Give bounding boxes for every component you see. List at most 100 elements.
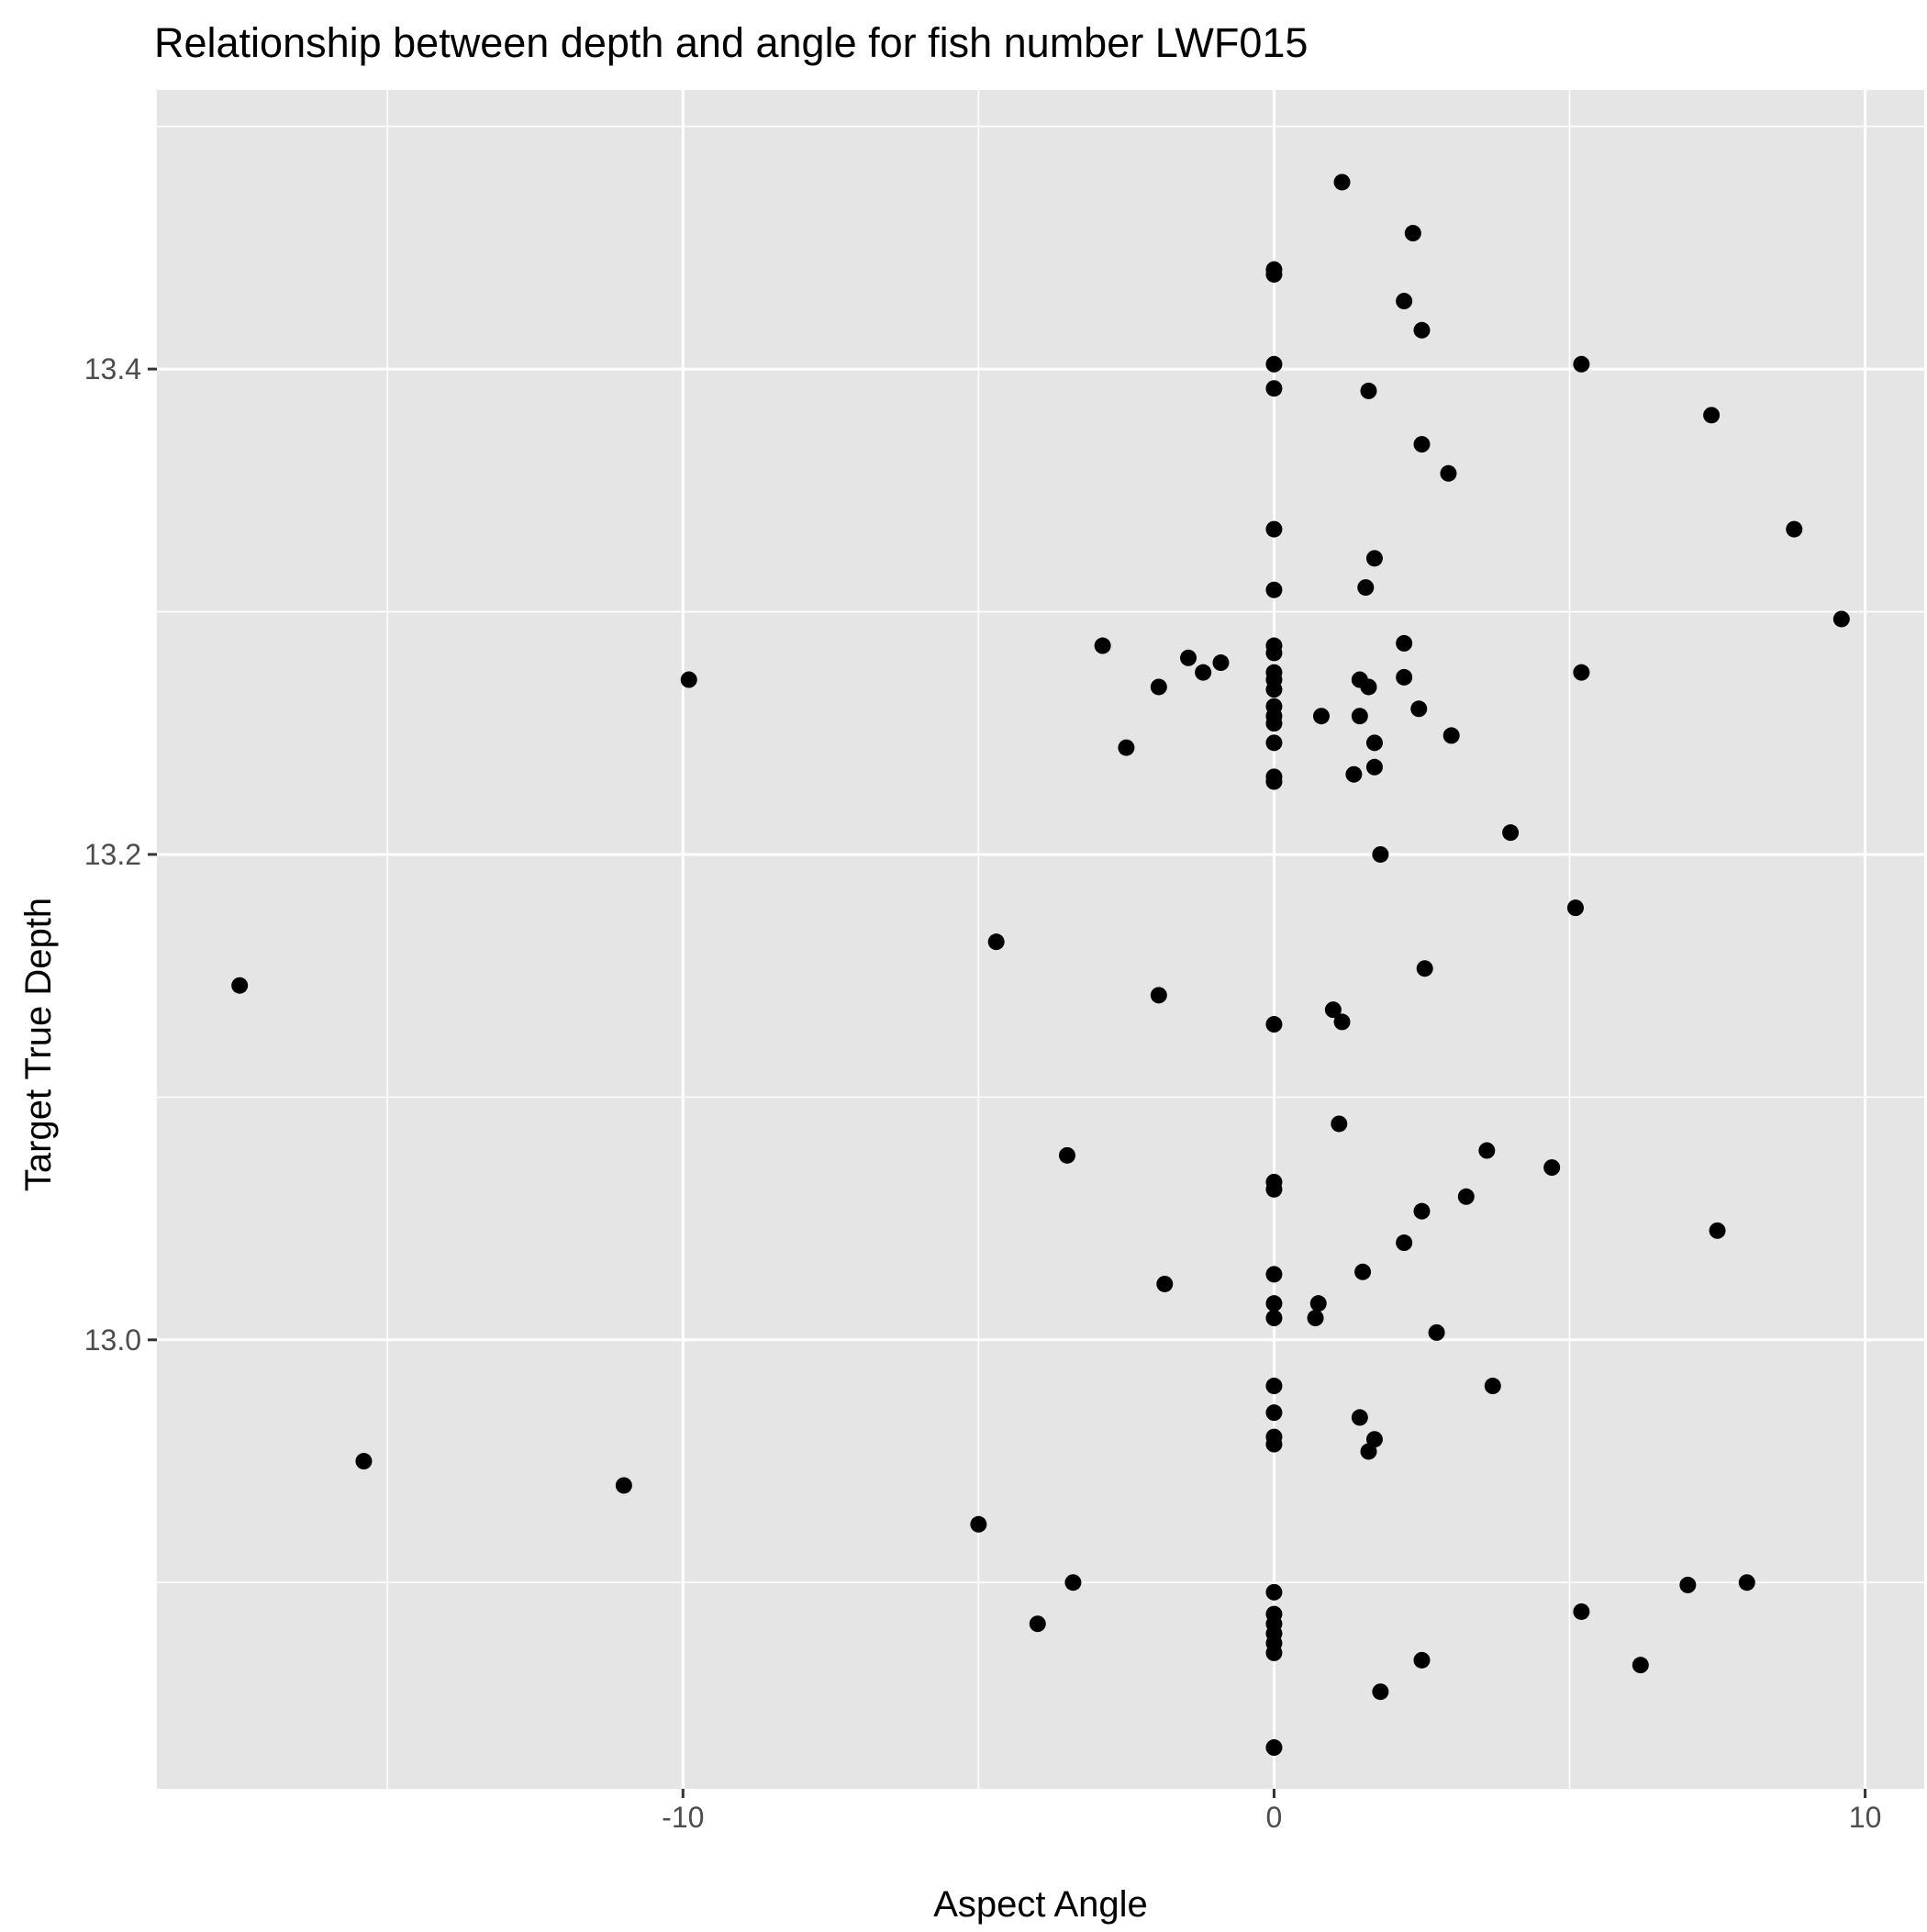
data-point (1265, 773, 1283, 790)
data-point (1265, 1435, 1283, 1453)
y-tick-label: 13.2 (84, 838, 141, 871)
data-point (1150, 678, 1167, 696)
data-point (1265, 734, 1283, 752)
data-point (1331, 1115, 1348, 1133)
data-point (1457, 1188, 1475, 1205)
data-point (1265, 1404, 1283, 1422)
data-point (1566, 899, 1584, 917)
plot-panel (157, 90, 1924, 1789)
data-point (1345, 765, 1363, 783)
data-point (1738, 1574, 1755, 1591)
data-point (1307, 1310, 1324, 1327)
data-point (1360, 382, 1377, 399)
data-point (1832, 610, 1850, 628)
data-point (1372, 845, 1389, 863)
data-point (1786, 520, 1803, 538)
data-point (1064, 1574, 1082, 1591)
data-point (1180, 649, 1197, 666)
data-point (1632, 1657, 1649, 1674)
data-point (1365, 550, 1383, 567)
data-point (1265, 1310, 1283, 1327)
data-point (680, 671, 697, 688)
data-point (1484, 1378, 1501, 1395)
data-point (1396, 293, 1413, 310)
data-point (1324, 1001, 1342, 1019)
data-point (1396, 1234, 1413, 1252)
data-point (355, 1453, 373, 1470)
x-axis-ticks: -10 0 10 (662, 1789, 1881, 1834)
data-point (1265, 520, 1283, 538)
data-point (1404, 225, 1421, 242)
data-point (1573, 664, 1590, 681)
data-point (1573, 355, 1590, 373)
data-point (1703, 407, 1721, 424)
x-tick-label: -10 (662, 1801, 704, 1834)
data-point (1265, 1644, 1283, 1661)
data-point (1265, 380, 1283, 397)
data-point (1351, 1409, 1368, 1426)
data-point (1265, 1583, 1283, 1601)
data-point (1094, 637, 1111, 654)
y-tick-label: 13.0 (84, 1323, 141, 1357)
data-point (1413, 1202, 1431, 1220)
data-point (1413, 321, 1431, 339)
data-point (1265, 581, 1283, 598)
y-axis-ticks: 13.0 13.2 13.4 (84, 352, 157, 1357)
data-points (231, 173, 1850, 1757)
data-point (1312, 708, 1330, 725)
data-point (1265, 1739, 1283, 1757)
data-point (1365, 758, 1383, 776)
data-point (1058, 1146, 1075, 1164)
data-point (1354, 1263, 1372, 1280)
data-point (231, 977, 249, 994)
data-point (1502, 824, 1520, 842)
y-tick-label: 13.4 (84, 352, 141, 385)
data-point (1265, 644, 1283, 662)
data-point (1372, 1683, 1389, 1701)
data-point (615, 1477, 632, 1494)
data-point (970, 1515, 987, 1533)
x-tick-label: 10 (1849, 1801, 1882, 1834)
data-point (1413, 436, 1431, 453)
major-gridlines (157, 90, 1924, 1789)
data-point (1360, 1443, 1377, 1460)
data-point (1416, 960, 1433, 977)
data-point (1396, 668, 1413, 686)
data-point (1357, 579, 1375, 597)
data-point (1195, 664, 1212, 681)
data-point (1156, 1275, 1174, 1292)
data-point (1265, 715, 1283, 732)
data-point (1543, 1159, 1561, 1177)
data-point (1029, 1615, 1046, 1633)
data-point (1410, 700, 1428, 718)
x-axis-title: Aspect Angle (933, 1884, 1148, 1925)
data-point (1440, 464, 1457, 482)
data-point (1428, 1323, 1445, 1341)
data-point (1333, 173, 1351, 191)
data-point (1360, 678, 1377, 696)
data-point (1265, 1180, 1283, 1198)
data-point (1333, 1013, 1351, 1031)
data-point (1573, 1603, 1590, 1620)
data-point (1265, 681, 1283, 698)
data-point (1365, 734, 1383, 752)
data-point (1309, 1295, 1327, 1312)
data-point (1265, 265, 1283, 283)
data-point (1265, 1378, 1283, 1395)
data-point (1396, 634, 1413, 652)
data-point (1442, 727, 1460, 744)
data-point (1265, 1016, 1283, 1033)
minor-gridlines (157, 90, 1924, 1789)
data-point (1413, 1651, 1431, 1669)
data-point (1150, 987, 1167, 1004)
chart-title: Relationship between depth and angle for… (154, 19, 1308, 66)
data-point (1265, 355, 1283, 373)
data-point (1118, 739, 1135, 756)
data-point (1212, 654, 1230, 672)
data-point (1265, 1295, 1283, 1312)
data-point (1351, 708, 1368, 725)
data-point (1679, 1576, 1697, 1593)
y-axis-title: Target True Depth (18, 898, 59, 1191)
